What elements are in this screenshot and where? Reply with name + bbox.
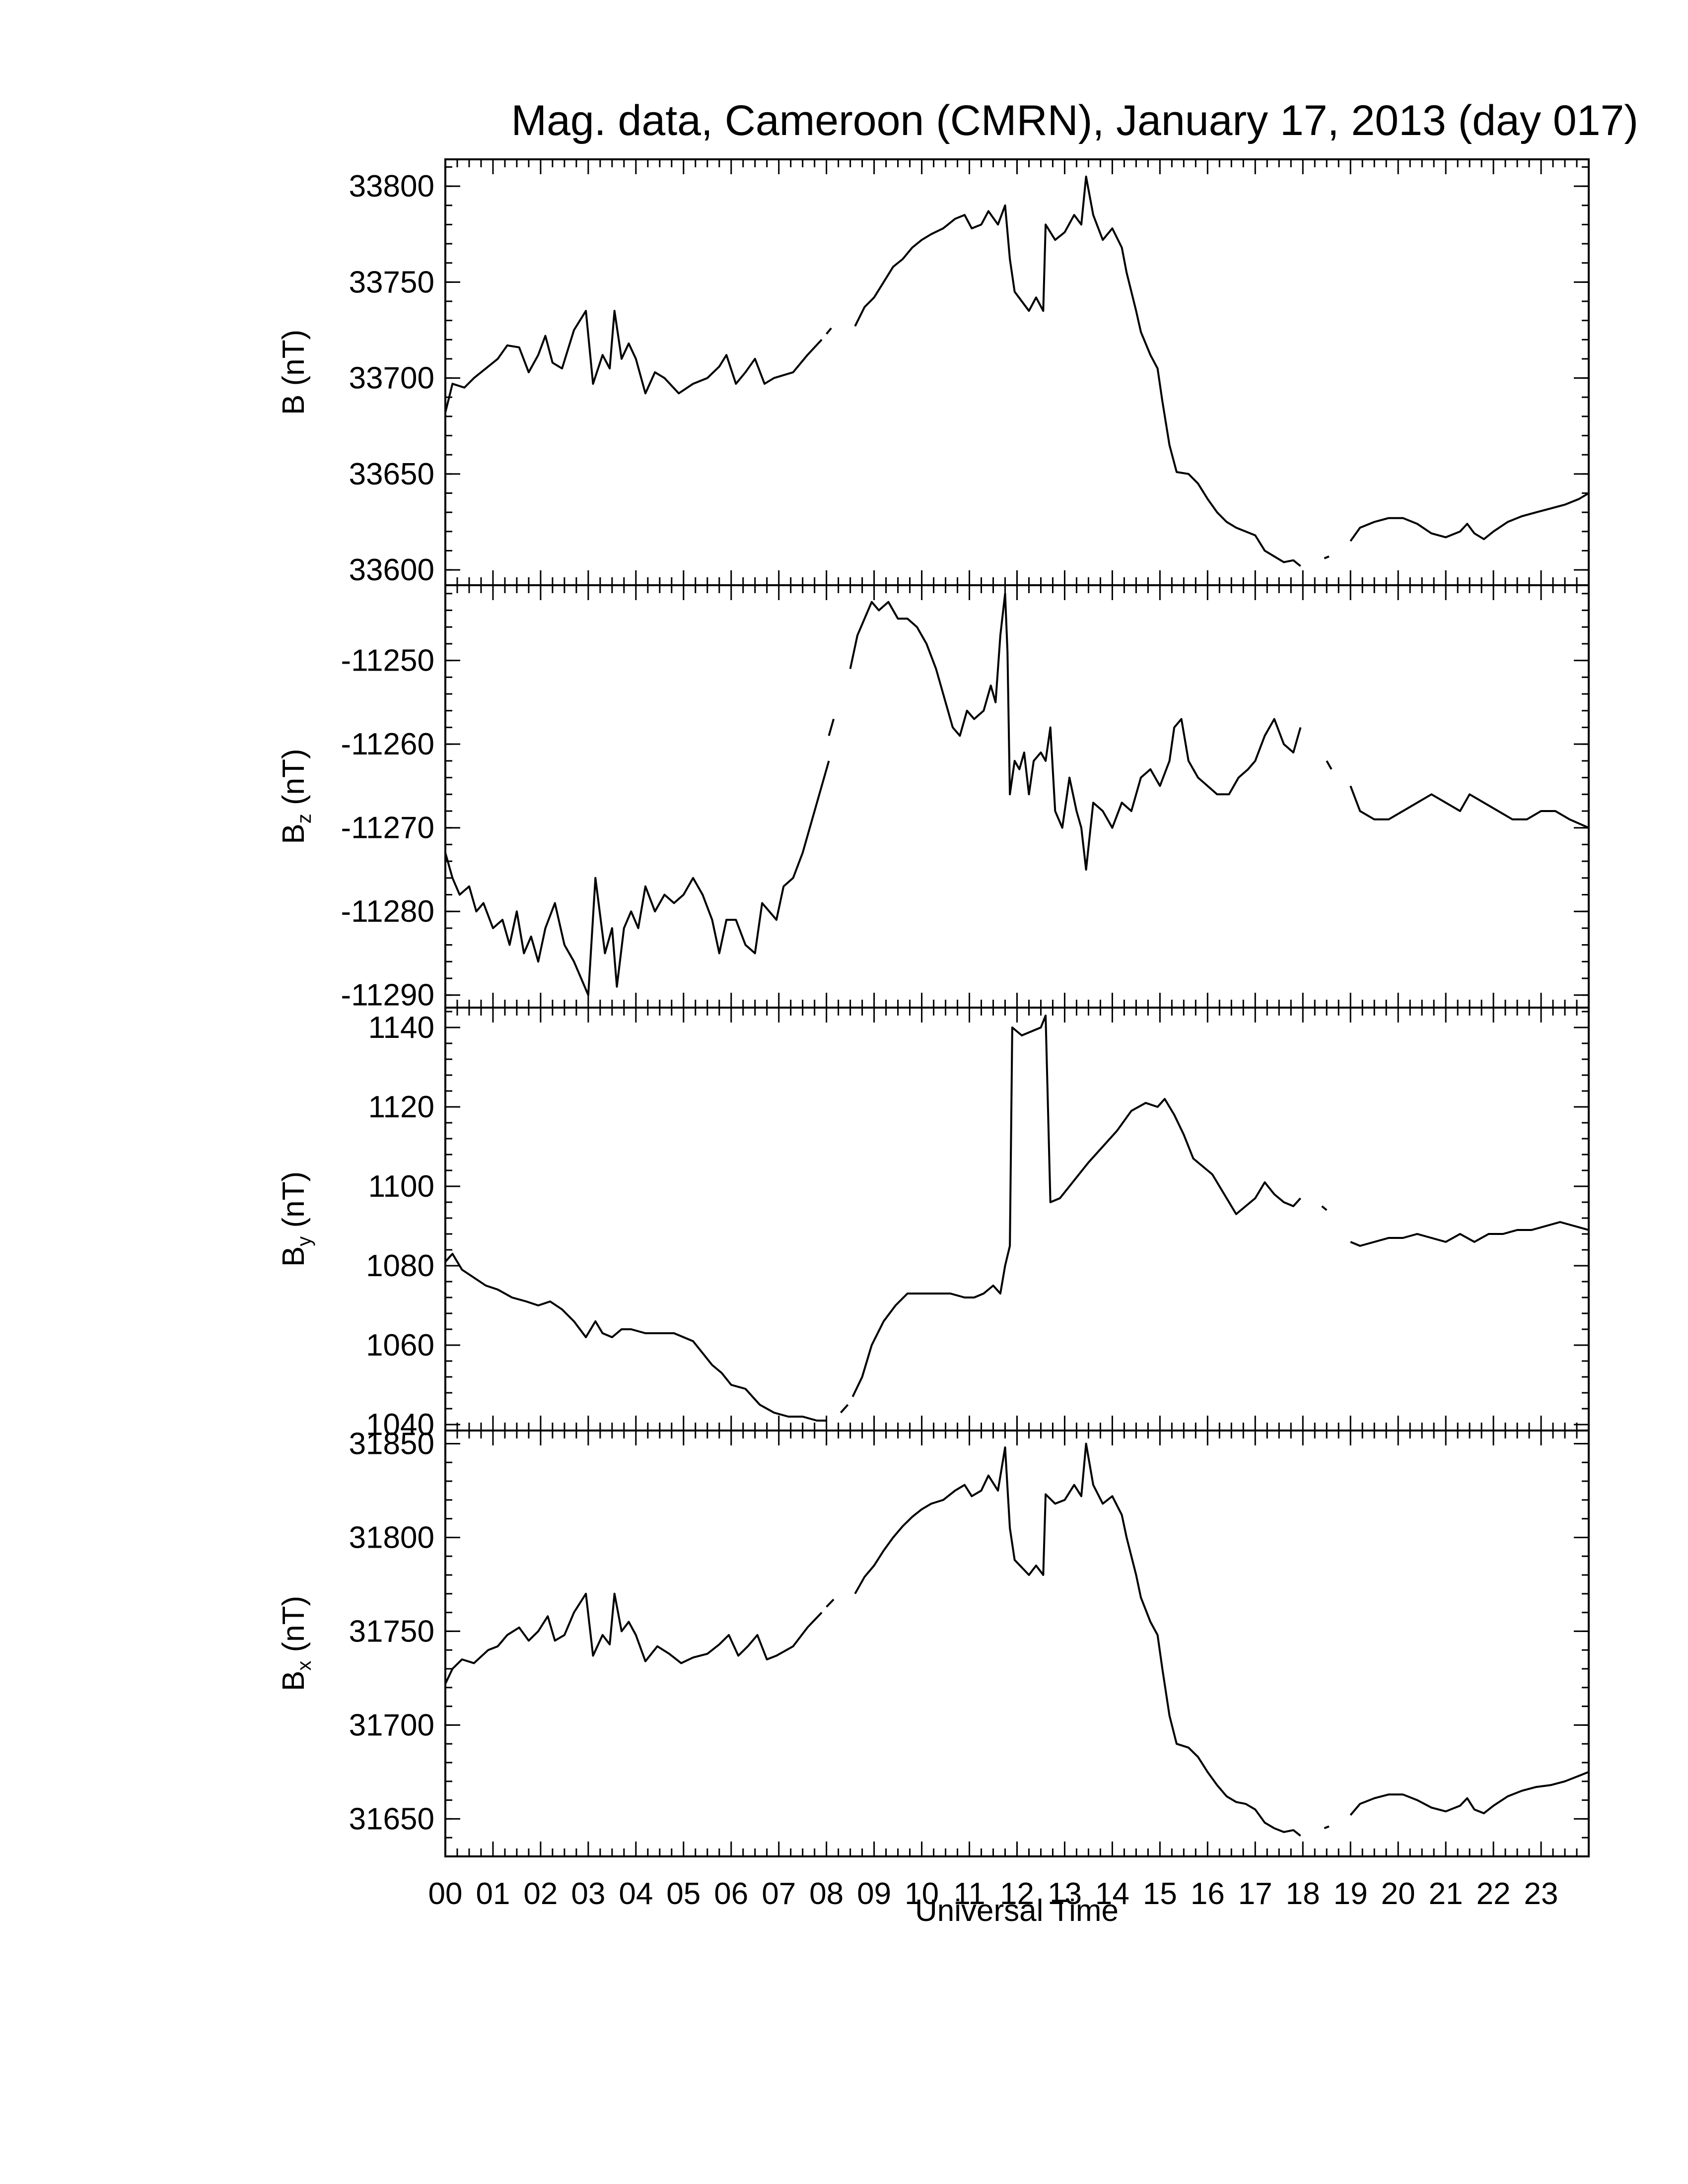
panel-frame bbox=[444, 1007, 1590, 1432]
x-tick-label: 07 bbox=[762, 1877, 796, 1911]
x-tick-label: 02 bbox=[523, 1877, 558, 1911]
y-axis-label: By (nT) bbox=[277, 1171, 315, 1267]
y-tick-label: 1040 bbox=[366, 1408, 434, 1442]
y-tick-label: -11250 bbox=[341, 644, 434, 678]
x-tick-label: 10 bbox=[905, 1877, 939, 1911]
y-tick-label: 33800 bbox=[349, 169, 434, 204]
series-line-By bbox=[1321, 1205, 1328, 1211]
x-tick-label: 00 bbox=[428, 1877, 463, 1911]
y-tick-label: -11280 bbox=[341, 894, 434, 929]
y-tick-label: 1060 bbox=[366, 1328, 434, 1363]
y-axis-label: Bz (nT) bbox=[277, 749, 315, 844]
series-line-Bz bbox=[828, 719, 835, 736]
y-tick-label: 1120 bbox=[368, 1090, 434, 1124]
series-line-By bbox=[851, 1015, 1301, 1397]
series-line-Bx bbox=[1324, 1825, 1330, 1830]
x-tick-label: 11 bbox=[953, 1877, 985, 1911]
series-line-Bx bbox=[826, 1598, 835, 1608]
series-line-Bx bbox=[854, 1442, 1301, 1837]
x-tick-label: 09 bbox=[857, 1877, 891, 1911]
y-tick-label: -11260 bbox=[341, 727, 434, 761]
panel-frame bbox=[444, 1430, 1590, 1857]
x-tick-label: 12 bbox=[1000, 1877, 1034, 1911]
x-tick-label: 03 bbox=[571, 1877, 605, 1911]
x-tick-label: 18 bbox=[1286, 1877, 1320, 1911]
x-tick-label: 20 bbox=[1381, 1877, 1415, 1911]
series-line-Bz bbox=[1326, 760, 1333, 770]
series-line-Bz bbox=[1349, 785, 1589, 829]
x-tick-label: 13 bbox=[1048, 1877, 1082, 1911]
series-line-B bbox=[1324, 555, 1330, 559]
series-line-By bbox=[1350, 1221, 1589, 1247]
y-tick-label: 31650 bbox=[349, 1802, 434, 1836]
x-tick-label: 04 bbox=[619, 1877, 653, 1911]
y-tick-label: 1100 bbox=[368, 1169, 434, 1204]
y-tick-label: 33700 bbox=[349, 361, 434, 396]
x-axis-label: Universal Time bbox=[915, 1894, 1119, 1928]
series-line-By bbox=[444, 1253, 827, 1422]
series-line-Bx bbox=[1349, 1771, 1589, 1816]
panel-frame bbox=[444, 158, 1590, 586]
x-tick-label: 17 bbox=[1238, 1877, 1272, 1911]
y-tick-label: 1140 bbox=[368, 1011, 434, 1045]
series-line-Bz bbox=[849, 592, 1302, 871]
series-line-Bz bbox=[444, 760, 830, 996]
y-tick-label: 31850 bbox=[349, 1427, 434, 1461]
y-tick-label: 33650 bbox=[349, 457, 434, 491]
x-tick-label: 19 bbox=[1334, 1877, 1368, 1911]
y-axis-label: B (nT) bbox=[277, 330, 311, 415]
chart-title: Mag. data, Cameroon (CMRN), January 17, … bbox=[511, 97, 1638, 144]
x-tick-label: 06 bbox=[714, 1877, 748, 1911]
panel-frame bbox=[444, 584, 1590, 1009]
series-line-Bx bbox=[444, 1592, 823, 1685]
x-tick-label: 01 bbox=[476, 1877, 510, 1911]
y-tick-label: -11290 bbox=[341, 978, 434, 1013]
x-tick-label: 23 bbox=[1524, 1877, 1558, 1911]
y-tick-label: 31700 bbox=[349, 1708, 434, 1742]
series-line-B bbox=[444, 310, 823, 413]
series-line-By bbox=[840, 1404, 849, 1414]
panel-Bx: 31650 31700 31750 31800 31850 Bx (nT) bbox=[277, 1427, 1590, 1857]
x-tick-label: 08 bbox=[809, 1877, 844, 1911]
x-tick-label: 16 bbox=[1191, 1877, 1225, 1911]
panel-B: 33600 33650 33700 33750 33800 B (nT) bbox=[277, 158, 1590, 587]
y-tick-label: 33600 bbox=[349, 553, 434, 587]
y-tick-label: 33750 bbox=[349, 265, 434, 299]
x-tick-label: 15 bbox=[1143, 1877, 1177, 1911]
x-tick-label: 14 bbox=[1095, 1877, 1129, 1911]
y-tick-label: 1080 bbox=[366, 1249, 434, 1283]
y-tick-label: 31750 bbox=[349, 1614, 434, 1648]
series-line-B bbox=[826, 327, 832, 335]
y-axis-label: Bx (nT) bbox=[277, 1596, 315, 1691]
series-line-B bbox=[1349, 492, 1590, 542]
y-tick-label: -11270 bbox=[341, 811, 434, 845]
series-line-B bbox=[854, 175, 1301, 567]
x-tick-label: 21 bbox=[1429, 1877, 1463, 1911]
panel-Bz: -11290 -11280 -11270 -11260 -11250 Bz (nT) bbox=[277, 584, 1590, 1013]
x-tick-label: 22 bbox=[1477, 1877, 1511, 1911]
panel-By: 1040 1060 1080 1100 1120 1140 By (nT) bbox=[277, 1007, 1590, 1442]
x-tick-label: 05 bbox=[666, 1877, 701, 1911]
y-tick-label: 31800 bbox=[349, 1520, 434, 1555]
